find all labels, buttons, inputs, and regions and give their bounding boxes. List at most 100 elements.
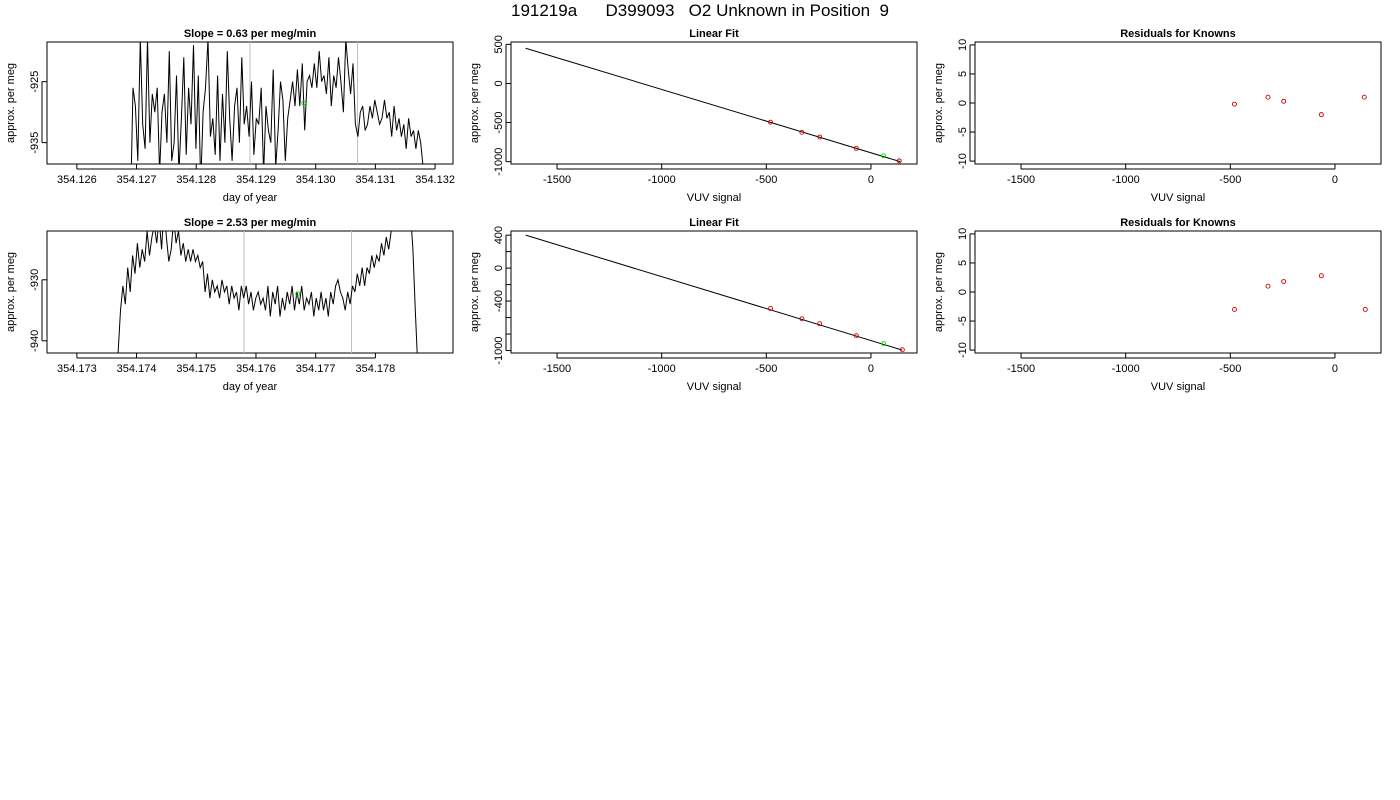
plot-area [1232,273,1368,312]
y-tick-label: 10 [957,228,969,240]
plot-frame [510,230,918,354]
y-tick-label: 0 [957,100,969,106]
x-tick-label: -500 [755,174,777,186]
y-tick-label: 5 [957,260,969,266]
fit-line [525,234,903,351]
x-axis-label: VUV signal [687,381,741,393]
chart-panel-4: Slope = 2.53 per meg/min 354.173 354.174 35… [5,217,454,393]
chart-title: Linear Fit [689,28,739,40]
y-tick-label: -930 [29,269,41,291]
known-point [1318,273,1324,279]
y-tick-label: -1000 [493,148,505,176]
known-point [817,321,823,327]
y-tick-label: -10 [957,342,969,358]
known-point [1281,98,1287,104]
x-tick-label: -500 [755,363,777,375]
y-axis-label: approx. per meg [933,252,945,332]
x-tick-label: -1000 [1112,174,1140,186]
y-tick-label: -500 [493,112,505,134]
known-point [799,316,805,322]
x-tick-label: 0 [868,174,874,186]
chart-panel-3: Residuals for Knowns -1500 -1000 -500 0 10 5 0 -… [933,28,1382,204]
data-trace [130,42,424,164]
x-tick-label: -1500 [1007,174,1035,186]
known-point [1318,112,1324,118]
x-axis-label: VUV signal [1151,381,1205,393]
known-point [1232,306,1237,312]
plot-area [130,42,424,164]
known-point [853,333,859,339]
y-tick-label: -5 [957,127,969,137]
known-point [899,347,905,353]
x-tick-label: 0 [868,363,874,375]
y-tick-label: -935 [29,132,41,154]
plot-area [117,231,418,353]
chart-title: Slope = 2.53 per meg/min [184,217,317,229]
figure-title: 191219a D399093 O2 Unknown in Position 9 [510,1,890,20]
chart-panel-1: Slope = 0.63 per meg/min 354.126 354.127 35… [5,28,455,204]
x-tick-label: -1500 [1007,363,1035,375]
chart-panel-2: Linear Fit -1500 -1000 -500 0 500 0 -500 -1000 VU… [469,28,918,204]
known-point [1362,306,1368,312]
x-tick-label: -1000 [1112,363,1140,375]
plot-frame [974,230,1382,354]
y-tick-label: -925 [29,71,41,93]
x-tick-label: 354.132 [415,174,455,186]
chart-title: Residuals for Knowns [1120,217,1236,229]
x-tick-label: -1500 [543,363,571,375]
unknown-point [301,100,307,106]
y-tick-label: 10 [957,39,969,51]
x-tick-label: 354.129 [236,174,276,186]
x-tick-label: -1500 [543,174,571,186]
chart-title: Linear Fit [689,217,739,229]
known-point [1361,94,1367,100]
x-tick-label: 354.176 [236,363,276,375]
chart-title: Slope = 0.63 per meg/min [184,28,317,40]
x-tick-label: -1000 [648,363,676,375]
known-point [896,158,902,164]
plot-frame [46,230,454,354]
known-point [1265,283,1271,289]
x-tick-label: 354.174 [117,363,157,375]
x-axis-label: VUV signal [1151,192,1205,204]
y-axis-label: approx. per meg [5,63,17,143]
x-tick-label: 0 [1332,174,1338,186]
y-axis-label: approx. per meg [5,252,17,332]
y-tick-label: -10 [957,153,969,169]
fit-line [525,47,901,163]
x-axis-label: VUV signal [687,192,741,204]
unknown-point [881,153,886,159]
unknown-point [881,341,886,346]
y-tick-label: 0 [493,265,505,271]
y-tick-label: 5 [957,71,969,77]
x-tick-label: 354.126 [57,174,97,186]
y-tick-label: -940 [29,330,41,352]
x-tick-label: -1000 [648,174,676,186]
known-point [768,119,773,125]
x-tick-label: 0 [1332,363,1338,375]
known-point [817,134,823,140]
chart-panel-5: Linear Fit -1500 -1000 -500 0 400 0 -400 -1000 VU… [469,217,918,393]
known-point [853,145,859,151]
known-point [768,306,773,311]
x-tick-label: 354.173 [57,363,97,375]
data-trace [117,231,418,353]
known-point [1281,279,1287,284]
plot-frame [974,41,1382,165]
known-point [799,129,805,135]
unknown-point [295,291,301,297]
known-point [1265,94,1271,100]
y-tick-label: 400 [493,226,505,244]
x-axis-label: day of year [223,192,278,204]
x-tick-label: -500 [1219,363,1241,375]
chart-title: Residuals for Knowns [1120,28,1236,40]
x-tick-label: 354.178 [355,363,395,375]
x-tick-label: 354.175 [176,363,216,375]
x-tick-label: 354.131 [355,174,395,186]
plot-area [525,47,902,164]
y-axis-label: approx. per meg [469,63,481,143]
y-tick-label: -5 [957,316,969,326]
y-tick-label: -1000 [493,336,505,364]
y-tick-label: 500 [493,35,505,53]
